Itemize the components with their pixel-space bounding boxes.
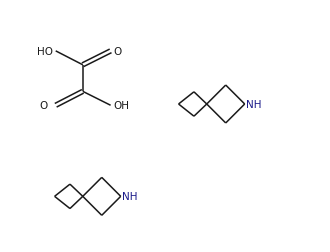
Text: O: O <box>114 47 122 57</box>
Text: O: O <box>39 101 48 111</box>
Text: HO: HO <box>37 47 53 57</box>
Text: NH: NH <box>122 192 138 202</box>
Text: NH: NH <box>247 100 262 110</box>
Text: OH: OH <box>114 101 130 111</box>
